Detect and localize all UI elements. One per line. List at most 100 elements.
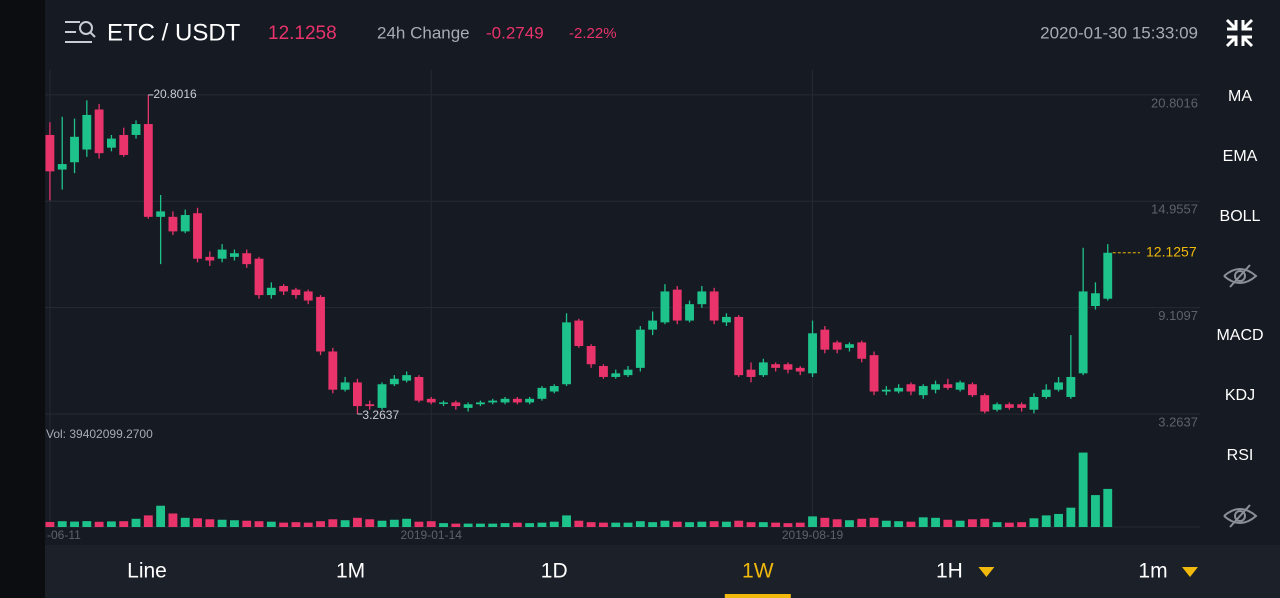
- candle-body: [722, 316, 731, 323]
- candle-body: [193, 213, 202, 259]
- volume-bar: [488, 523, 498, 527]
- volume-bar: [918, 517, 928, 527]
- volume-bar: [758, 522, 768, 527]
- volume-bar: [377, 520, 387, 527]
- volume-bar: [451, 523, 461, 527]
- indicator-button[interactable]: MA: [1228, 88, 1252, 105]
- candle-body: [746, 369, 756, 377]
- indicator-button[interactable]: RSI: [1227, 447, 1254, 464]
- candle-body: [574, 320, 584, 347]
- candle-body: [512, 398, 522, 403]
- volume-bar: [968, 519, 977, 527]
- volume-bar: [672, 521, 682, 527]
- candle-body: [980, 395, 990, 412]
- tab-bar: [45, 545, 1280, 598]
- candle-body: [968, 384, 977, 396]
- volume-bar: [771, 522, 781, 527]
- candle-body: [611, 373, 621, 377]
- y-tick-label: 3.2637: [1158, 414, 1198, 429]
- volume-bar: [500, 523, 510, 527]
- volume-bar: [599, 522, 608, 527]
- volume-bar: [217, 519, 227, 527]
- candle-body: [303, 291, 313, 301]
- candle-body: [955, 382, 965, 390]
- candle-body: [734, 316, 744, 376]
- candle-body: [1054, 382, 1063, 390]
- volume-bar: [955, 520, 965, 527]
- volume-bar: [82, 521, 92, 527]
- candle-body: [648, 320, 658, 330]
- interval-tab[interactable]: 1W: [742, 560, 774, 583]
- volume-bar: [512, 522, 522, 527]
- candle-body: [414, 376, 424, 401]
- datetime: 2020-01-30 15:33:09: [1040, 23, 1198, 42]
- volume-bar: [1066, 507, 1076, 527]
- volume-bar: [205, 519, 215, 527]
- candle-body: [94, 109, 104, 154]
- volume-bar: [648, 522, 658, 527]
- volume-bar: [931, 517, 940, 527]
- candle-body: [463, 404, 473, 408]
- indicator-button[interactable]: KDJ: [1225, 387, 1255, 404]
- candle-body: [340, 382, 350, 390]
- candle-body: [168, 216, 178, 232]
- indicator-button[interactable]: EMA: [1223, 148, 1258, 165]
- candle-body: [795, 367, 805, 372]
- candle-body: [402, 375, 412, 381]
- candle-body: [389, 378, 399, 385]
- volume-bar: [365, 519, 375, 527]
- volume-bar: [660, 520, 670, 527]
- y-tick-label: 14.9557: [1151, 202, 1198, 217]
- dropdown-arrow: [1182, 567, 1198, 577]
- volume-bar: [623, 522, 633, 527]
- interval-tab[interactable]: 1D: [541, 560, 568, 583]
- volume-bar: [119, 521, 129, 527]
- candle-body: [599, 366, 608, 377]
- volume-bar: [562, 515, 571, 527]
- volume-bar: [242, 520, 252, 527]
- volume-bar: [1091, 495, 1100, 527]
- volume-bar: [1054, 513, 1063, 527]
- volume-bar: [439, 523, 448, 527]
- candle-body: [586, 346, 596, 365]
- hide-indicator-icon[interactable]: [1223, 504, 1258, 528]
- candle-body: [377, 384, 387, 408]
- interval-tab[interactable]: 1m: [1138, 560, 1167, 583]
- indicator-button[interactable]: MACD: [1216, 327, 1263, 344]
- volume-bar: [611, 522, 621, 527]
- indicator-button[interactable]: BOLL: [1220, 208, 1261, 225]
- volume-bar: [857, 518, 867, 527]
- candle-body: [1103, 252, 1113, 299]
- volume-bar: [525, 523, 535, 527]
- volume-bar: [685, 522, 694, 527]
- candle-body: [869, 355, 879, 392]
- volume-bar: [45, 521, 55, 527]
- volume-bar: [992, 522, 1002, 527]
- candle-body: [697, 291, 707, 305]
- candle-body: [881, 389, 891, 392]
- interval-tab[interactable]: Line: [127, 560, 167, 583]
- candle-body: [266, 287, 276, 296]
- volume-bar: [697, 521, 707, 527]
- exit-fullscreen-icon[interactable]: [1225, 18, 1254, 48]
- volume-bar: [180, 517, 190, 527]
- last-price: 12.1258: [268, 23, 337, 44]
- candle-body: [426, 398, 436, 403]
- interval-tab[interactable]: 1M: [336, 560, 365, 583]
- volume-bar: [1103, 488, 1113, 527]
- candle-body: [709, 291, 719, 321]
- volume-bar: [340, 520, 350, 527]
- candle-body: [1091, 293, 1100, 306]
- candle-body: [549, 386, 559, 392]
- interval-tab[interactable]: 1H: [936, 560, 963, 583]
- eye-slash: [1229, 504, 1251, 528]
- y-tick-label: 9.1097: [1158, 308, 1198, 323]
- candle-body: [328, 351, 338, 390]
- candle-body: [1004, 404, 1014, 408]
- menu-icon[interactable]: [65, 21, 96, 43]
- hide-indicator-icon[interactable]: [1223, 264, 1258, 288]
- volume-bar: [57, 521, 67, 527]
- active-tab-indicator: [724, 594, 791, 598]
- volume-bar: [476, 523, 485, 527]
